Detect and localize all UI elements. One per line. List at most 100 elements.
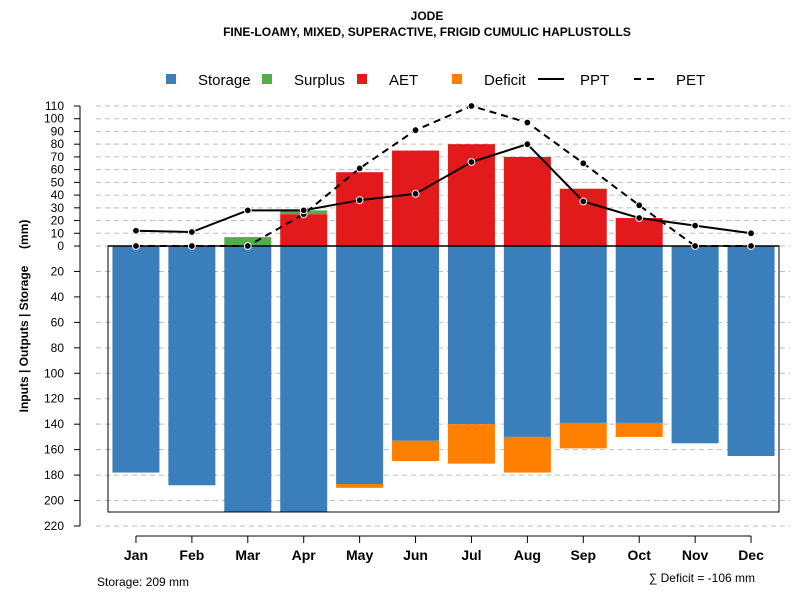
y-tick-label: 220 <box>44 519 64 533</box>
pet-point <box>132 242 140 250</box>
y-tick-label: 30 <box>51 201 65 215</box>
storage-bar <box>224 246 272 512</box>
ppt-point <box>523 140 532 149</box>
storage-bar <box>168 246 216 486</box>
lines <box>132 102 755 250</box>
y-tick-label: 20 <box>51 214 65 228</box>
x-tick-label: Jun <box>403 547 428 563</box>
ppt-point <box>132 226 140 235</box>
pet-point <box>243 242 252 250</box>
surplus-bar <box>224 237 272 246</box>
x-tick-label: Jan <box>124 547 148 563</box>
storage-bar <box>447 246 495 425</box>
pet-point <box>523 118 532 127</box>
pet-point <box>187 242 196 250</box>
y-tick-label: 40 <box>51 290 65 304</box>
pet-point <box>355 164 364 173</box>
ppt-point <box>467 158 476 166</box>
y-tick-label: 50 <box>51 175 65 189</box>
y-tick-label: 180 <box>44 468 64 482</box>
y-tick-label: 90 <box>51 124 65 138</box>
pet-line <box>135 104 752 247</box>
legend-swatch <box>357 74 367 84</box>
y-tick-label: 60 <box>51 163 65 177</box>
chart-legend: Storage Surplus AET Deficit PPT PET <box>166 72 705 89</box>
aet-bar <box>280 214 328 246</box>
aet-bar <box>336 172 384 246</box>
y-tick-label: 60 <box>51 315 65 329</box>
y-tick-label: 10 <box>51 226 65 240</box>
chart-subtitle: FINE-LOAMY, MIXED, SUPERACTIVE, FRIGID C… <box>223 25 631 39</box>
y-tick-label: 100 <box>44 366 64 380</box>
ppt-point <box>355 196 364 205</box>
storage-bar <box>559 246 607 423</box>
aet-bar <box>615 218 663 246</box>
deficit-bar <box>615 422 663 437</box>
ppt-point <box>579 197 588 206</box>
legend-label: PET <box>676 72 705 89</box>
y-tick-label: 80 <box>51 137 65 151</box>
pet-point <box>691 242 700 250</box>
storage-bar <box>671 246 719 444</box>
ppt-point <box>635 214 644 222</box>
y-tick-label: 70 <box>51 150 65 164</box>
x-tick-label: Aug <box>514 547 541 563</box>
y-tick-label: 0 <box>57 239 64 253</box>
deficit-bar <box>392 440 440 462</box>
legend-swatch <box>452 74 462 84</box>
ppt-line <box>135 143 752 235</box>
storage-note: Storage: 209 mm <box>97 575 189 589</box>
storage-bar <box>112 246 160 473</box>
x-tick-label: Feb <box>179 547 204 563</box>
storage-bar <box>727 246 775 456</box>
y-tick-label: 40 <box>51 188 65 202</box>
x-tick-label: Dec <box>738 547 764 563</box>
storage-bar <box>615 246 663 423</box>
x-tick-label: Apr <box>292 547 317 563</box>
legend-swatch <box>166 74 176 84</box>
y-tick-label: 100 <box>44 112 64 126</box>
aet-bar <box>503 156 551 246</box>
legend-label: AET <box>389 72 418 89</box>
x-tick-label: Sep <box>570 547 596 563</box>
storage-bar <box>503 246 551 437</box>
deficit-bar <box>336 484 384 488</box>
y-tick-label: 110 <box>45 99 64 113</box>
y-tick-label: 160 <box>44 443 64 457</box>
storage-bar <box>280 246 328 512</box>
ppt-point <box>411 189 420 198</box>
storage-bar <box>392 246 440 441</box>
deficit-bar <box>503 436 551 473</box>
chart-title: JODE <box>411 9 444 23</box>
pet-point <box>635 201 644 210</box>
legend-label: Deficit <box>484 72 527 89</box>
pet-point <box>467 102 476 110</box>
ppt-point <box>691 221 700 230</box>
ppt-point <box>299 206 308 215</box>
plot-frame <box>107 245 780 513</box>
deficit-bar <box>559 422 607 449</box>
x-tick-label: Jul <box>461 547 481 563</box>
legend-label: Surplus <box>294 72 345 89</box>
legend-label: Storage <box>198 72 251 89</box>
y-tick-label: 140 <box>44 417 64 431</box>
ppt-point <box>187 228 196 236</box>
storage-bar <box>336 246 384 484</box>
ppt-point <box>747 229 755 238</box>
deficit-note: ∑ Deficit = -106 mm <box>649 571 755 585</box>
pet-point <box>579 159 588 168</box>
x-tick-label: Oct <box>628 547 652 563</box>
ppt-point <box>243 206 252 215</box>
pet-point <box>411 126 420 135</box>
bars <box>112 144 775 512</box>
y-tick-label: 200 <box>44 494 64 508</box>
x-tick-label: Mar <box>235 547 260 563</box>
y-tick-label: 120 <box>44 392 64 406</box>
axes: 1020304050607080901001100204060801001201… <box>44 99 764 563</box>
legend-label: PPT <box>580 72 609 89</box>
x-tick-label: Nov <box>682 547 709 563</box>
aet-bar <box>559 188 607 246</box>
y-tick-label: 80 <box>51 341 65 355</box>
y-axis-label: Inputs | Outputs | Storage (mm) <box>17 220 31 413</box>
